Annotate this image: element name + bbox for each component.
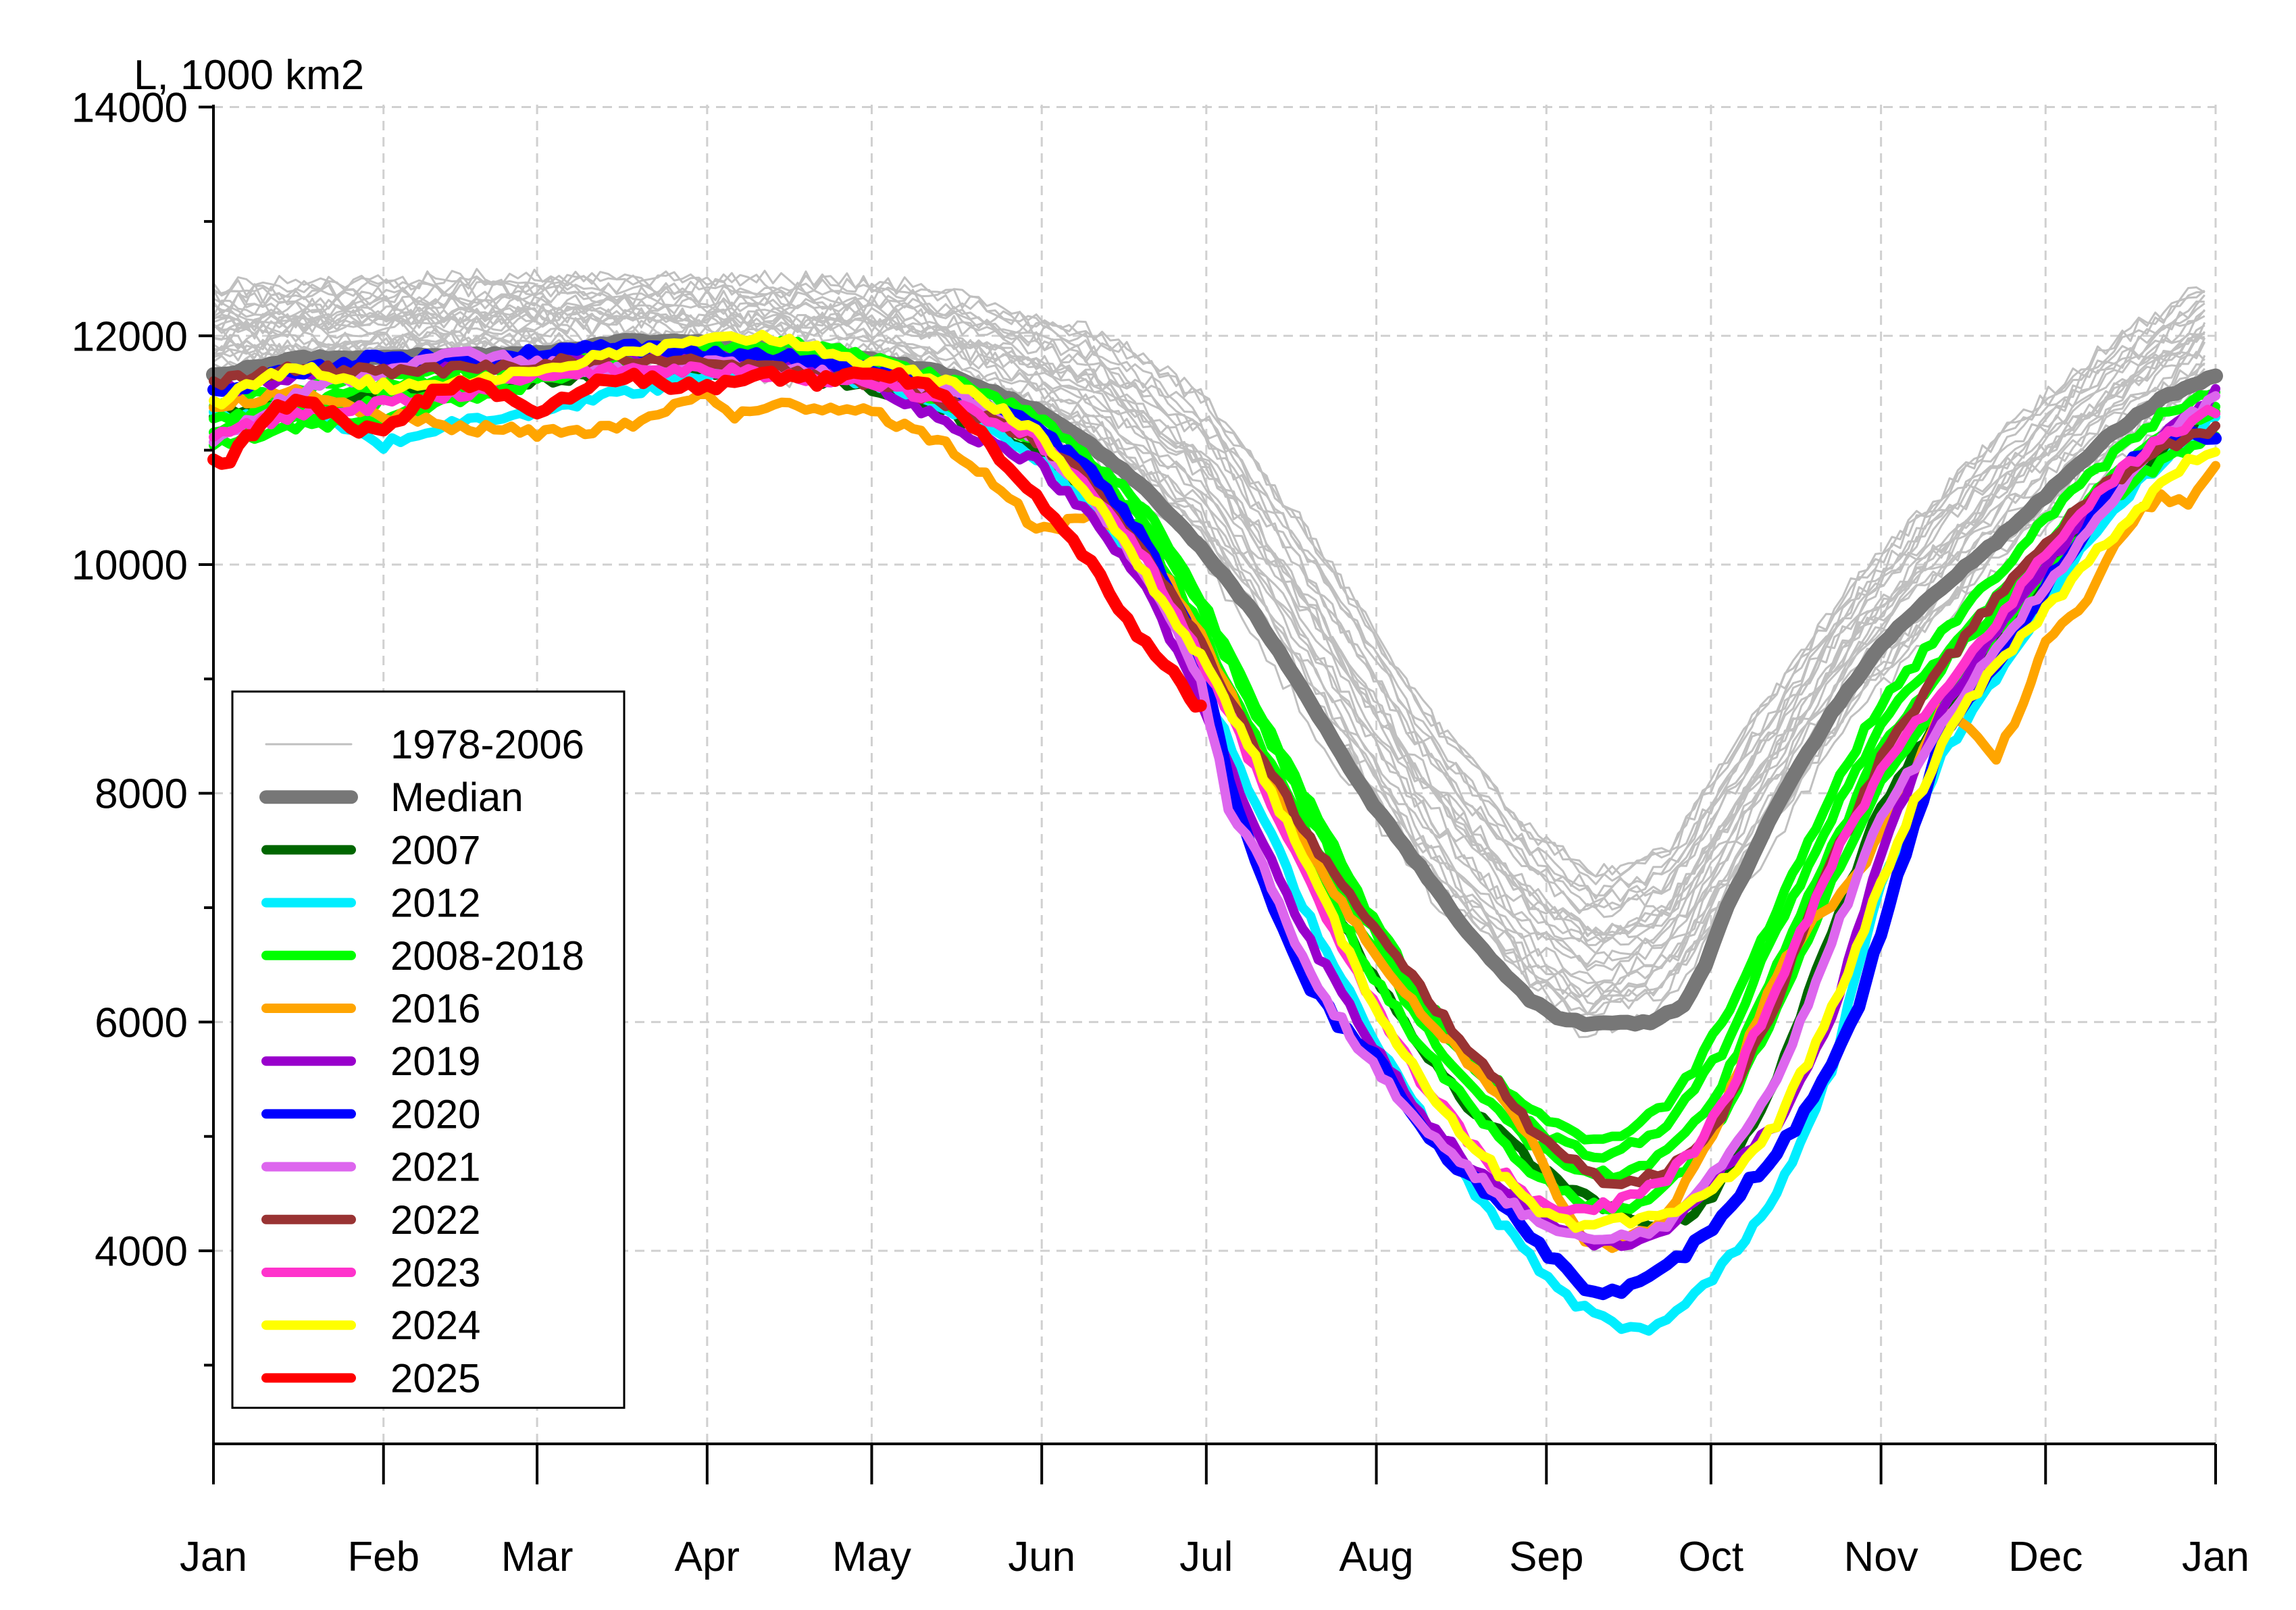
x-tick-label: Jan xyxy=(180,1534,247,1580)
y-tick-label: 12000 xyxy=(72,313,188,360)
series-line-2024 xyxy=(209,330,2220,1233)
x-tick-label: Oct xyxy=(1679,1534,1743,1580)
legend-label: Median xyxy=(390,775,524,820)
plot-area xyxy=(206,267,2223,1336)
legend-label: 1978-2006 xyxy=(390,722,584,767)
x-tick-label: Feb xyxy=(347,1534,419,1580)
legend-label: 2023 xyxy=(390,1250,480,1295)
x-tick-label: Nov xyxy=(1844,1534,1918,1580)
legend-box xyxy=(231,690,626,1409)
legend-label: 2020 xyxy=(390,1091,480,1137)
x-tick-label: Aug xyxy=(1339,1534,1413,1580)
legend-label: 2024 xyxy=(390,1303,480,1348)
x-tick-label: Dec xyxy=(2008,1534,2083,1580)
y-axis-title: L, 1000 km2 xyxy=(134,52,364,99)
y-tick-label: 14000 xyxy=(72,85,188,132)
x-tick-label: Jan xyxy=(2182,1534,2249,1580)
legend-label: 2007 xyxy=(390,827,480,873)
legend-label: 2012 xyxy=(390,881,480,926)
historical-series-line xyxy=(213,274,2205,882)
historical-series-line xyxy=(212,276,2205,897)
historical-series-line xyxy=(212,290,2205,909)
axes: 4000 6000 8000 10000 12000 14000 Jan Feb Mar Apr M… xyxy=(72,85,2249,1580)
legend-label: 2021 xyxy=(390,1145,480,1190)
historical-series-line xyxy=(213,316,2206,966)
x-tick-label: Apr xyxy=(675,1534,740,1580)
historical-series-line xyxy=(213,304,2205,942)
legend-label: 2016 xyxy=(390,986,480,1031)
y-tick-label: 4000 xyxy=(95,1228,188,1275)
legend-label: 2019 xyxy=(390,1039,480,1084)
series-line-2025 xyxy=(207,365,1207,713)
x-tick-label: Sep xyxy=(1509,1534,1583,1580)
x-tick-label: May xyxy=(832,1534,911,1580)
historical-series-line xyxy=(213,305,2205,935)
y-tick-label: 10000 xyxy=(72,542,188,589)
legend-label: 2022 xyxy=(390,1197,480,1243)
legend: 1978-2006 Median 2007 2012 2008-2018 2016 2019… xyxy=(231,690,626,1409)
historical-series-line xyxy=(213,323,2205,972)
legend-label: 2008-2018 xyxy=(390,933,584,979)
legend-label: 2025 xyxy=(390,1355,480,1401)
y-tick-label: 6000 xyxy=(95,999,188,1046)
historical-series-line xyxy=(213,303,2205,944)
x-tick-label: Mar xyxy=(501,1534,573,1580)
y-tick-label: 8000 xyxy=(95,771,188,818)
x-tick-label: Jun xyxy=(1008,1534,1075,1580)
historical-series-line xyxy=(212,267,2205,885)
x-tick-label: Jul xyxy=(1179,1534,1233,1580)
